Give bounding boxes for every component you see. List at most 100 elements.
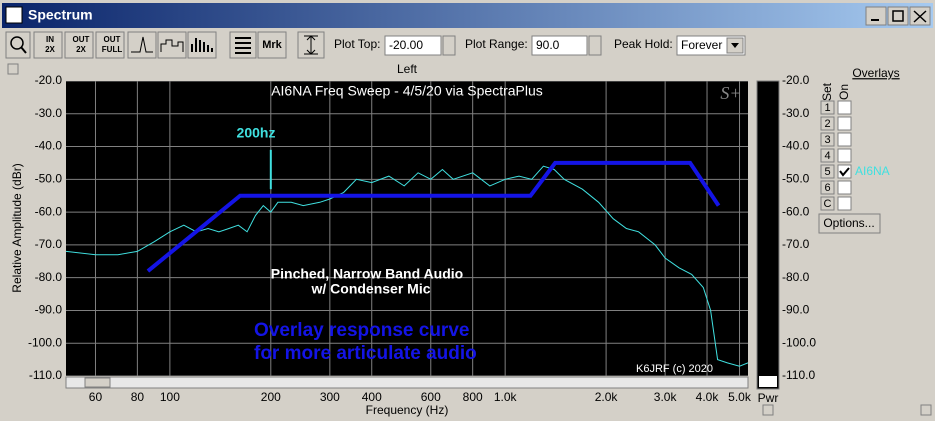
window-controls[interactable] (865, 6, 931, 26)
scroll-thumb[interactable] (84, 377, 111, 388)
peak-hold-label: Peak Hold: (614, 37, 673, 51)
plot-range-input[interactable] (531, 35, 588, 56)
overlay-list: 1 2 3 4 5 AI6NA 6 C (820, 100, 890, 211)
y-tick-label-right: -100.0 (782, 335, 816, 349)
annotation: Overlay response curve (254, 320, 469, 341)
options-button[interactable] (818, 213, 881, 234)
overlay-set-button[interactable] (820, 132, 835, 147)
plot-top-value: -20.00 (389, 38, 423, 52)
peak-hold-value: Forever (681, 38, 722, 52)
annotation: w/ Condenser Mic (310, 281, 430, 297)
overlay-name: AI6NA (855, 164, 890, 178)
y-tick-label: -110.0 (29, 368, 62, 382)
button-label: 2X (76, 45, 86, 54)
overlay-set-button[interactable] (820, 148, 835, 163)
overlay-set-label: 3 (824, 134, 830, 146)
overlay-checkbox[interactable] (837, 196, 852, 211)
overlay-set-button[interactable] (820, 100, 835, 115)
x-tick-label: 800 (463, 390, 483, 404)
y-tick-label-right: -40.0 (782, 139, 810, 153)
x-tick-label: 1.0k (494, 390, 518, 404)
y-tick-label: -50.0 (35, 172, 63, 186)
spinner[interactable] (442, 35, 456, 56)
power-meter-floor (759, 376, 777, 387)
x-axis-label: Frequency (Hz) (366, 403, 449, 417)
y-tick-label-right: -110.0 (782, 368, 815, 382)
x-tick-label: 2.0k (595, 390, 619, 404)
y-tick-label-right: -90.0 (782, 303, 810, 317)
zoom-button[interactable] (64, 31, 94, 59)
collapse-button[interactable] (920, 404, 932, 416)
marker-button[interactable] (257, 31, 287, 59)
overlay-checkbox[interactable] (837, 148, 852, 163)
options-label: Options... (823, 216, 874, 230)
y-tick-label: -80.0 (35, 270, 63, 284)
y-tick-label-right: -30.0 (782, 106, 810, 120)
overlay-checkbox[interactable] (837, 100, 852, 115)
series-line (66, 165, 748, 367)
button-label: 2X (45, 45, 55, 54)
y-tick-label: -60.0 (35, 204, 63, 218)
y-tick-label-right: -60.0 (782, 204, 810, 218)
overlay-checkbox[interactable] (837, 132, 852, 147)
zoom-button[interactable] (95, 31, 125, 59)
overlay-set-button[interactable] (820, 164, 835, 179)
overlays-title: Overlays (852, 66, 899, 80)
set-label: Set (820, 82, 834, 101)
title-bar (2, 3, 933, 28)
list-button[interactable] (229, 31, 257, 59)
spinner[interactable] (588, 35, 602, 56)
on-label: On (837, 84, 851, 100)
overlay-set-label: 2 (824, 118, 830, 130)
overlay-set-button[interactable] (820, 116, 835, 131)
collapse-button[interactable] (7, 63, 19, 75)
window-title: Spectrum (28, 7, 93, 23)
app-icon (5, 6, 23, 24)
y-tick-label: -70.0 (35, 237, 63, 251)
annotation: for more articulate audio (254, 343, 477, 364)
x-tick-label: 80 (131, 390, 145, 404)
zoom-button[interactable] (5, 31, 31, 59)
plot-range-label: Plot Range: (465, 37, 528, 51)
button-label: OUT (104, 35, 121, 44)
plot-range-value: 90.0 (536, 38, 560, 52)
button-label: FULL (102, 45, 123, 54)
y-tick-label: -30.0 (35, 106, 63, 120)
y-tick-label: -20.0 (35, 73, 63, 87)
overlay-set-button[interactable] (820, 180, 835, 195)
overlay-checkbox[interactable] (837, 116, 852, 131)
overlay-set-label: 1 (824, 102, 830, 114)
y-tick-label: -90.0 (35, 303, 63, 317)
plot-marks (66, 149, 748, 367)
x-tick-label: 300 (320, 390, 340, 404)
scrollbar[interactable] (65, 376, 749, 389)
plot-top-input[interactable] (384, 35, 442, 56)
y-tick-label-right: -20.0 (782, 73, 810, 87)
x-tick-label: 5.0k (728, 390, 752, 404)
overlay-set-label: C (824, 198, 832, 210)
button-label: OUT (73, 35, 90, 44)
annotation: Pinched, Narrow Band Audio (271, 266, 463, 282)
power-label: Pwr (758, 391, 779, 405)
overlay-set-label: 4 (824, 150, 830, 162)
x-tick-label: 600 (421, 390, 441, 404)
y-tick-label: -100.0 (28, 335, 62, 349)
zoom-button[interactable] (33, 31, 63, 59)
collapse-button[interactable] (762, 404, 774, 416)
y-tick-label: -40.0 (35, 139, 63, 153)
series-line (146, 160, 721, 273)
view-button[interactable] (127, 31, 157, 59)
overlay-set-button[interactable] (820, 196, 835, 211)
toolbar: Mrk Plot Top: -20.00 Plot Range: 90.0 Pe… (5, 31, 746, 59)
plot-top-label: Plot Top: (334, 37, 380, 51)
y-tick-label-right: -80.0 (782, 270, 810, 284)
x-tick-label: 100 (160, 390, 180, 404)
logo: S+ (720, 83, 741, 103)
y-axis-label: Relative Amplitude (dBr) (10, 163, 24, 292)
checkmark (839, 167, 850, 177)
x-tick-label: 200 (261, 390, 281, 404)
x-tick-label: 400 (362, 390, 382, 404)
overlay-checkbox[interactable] (837, 180, 852, 195)
